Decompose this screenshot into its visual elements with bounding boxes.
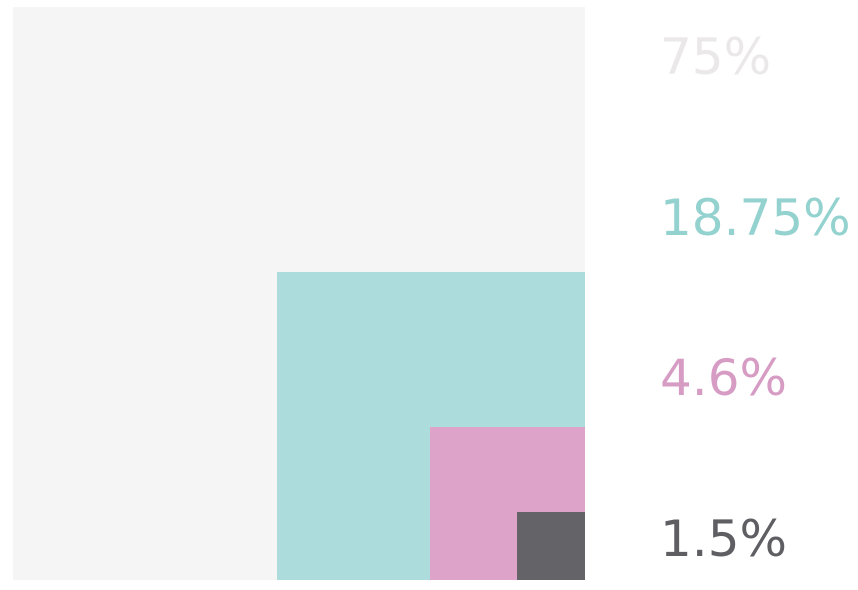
percent-label-1-5: 1.5% (660, 510, 788, 568)
percent-label-18-75: 18.75% (660, 189, 851, 247)
percent-label-4-6: 4.6% (660, 349, 788, 407)
square-1-5pct (517, 512, 585, 580)
percent-label-75: 75% (660, 28, 772, 86)
